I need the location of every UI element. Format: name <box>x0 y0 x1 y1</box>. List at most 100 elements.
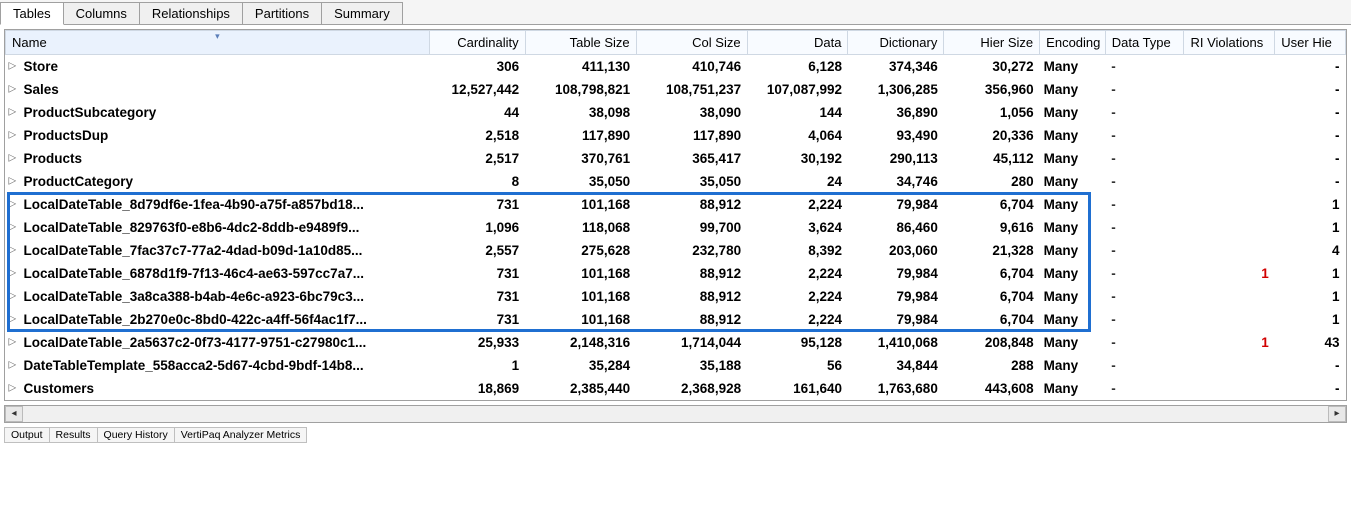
cardinality-cell: 1 <box>429 354 525 377</box>
bottom-tab-vertipaq-analyzer-metrics[interactable]: VertiPaq Analyzer Metrics <box>174 427 308 443</box>
expander-icon[interactable]: ▷ <box>9 176 17 187</box>
table-row[interactable]: ▷ProductCategory835,05035,0502434,746280… <box>6 170 1346 193</box>
column-header-user-hie[interactable]: User Hie <box>1275 31 1346 55</box>
expander-icon[interactable]: ▷ <box>9 383 17 394</box>
expander-icon[interactable]: ▷ <box>9 107 17 118</box>
ri-cell <box>1184 239 1275 262</box>
datatype-cell: - <box>1105 331 1184 354</box>
tab-tables[interactable]: Tables <box>0 2 64 25</box>
expander-icon[interactable]: ▷ <box>9 84 17 95</box>
datatype-cell: - <box>1105 193 1184 216</box>
row-name-cell: ▷LocalDateTable_7fac37c7-77a2-4dad-b09d-… <box>6 239 430 262</box>
encoding-cell: Many <box>1040 331 1106 354</box>
dictionary-cell: 93,490 <box>848 124 944 147</box>
horizontal-scrollbar[interactable]: ◂ ▸ <box>4 405 1347 423</box>
table-row[interactable]: ▷ProductsDup2,518117,890117,8904,06493,4… <box>6 124 1346 147</box>
expander-icon[interactable]: ▷ <box>9 337 17 348</box>
column-header-col-size[interactable]: Col Size <box>636 31 747 55</box>
top-tabs: TablesColumnsRelationshipsPartitionsSumm… <box>0 0 1351 25</box>
tab-partitions[interactable]: Partitions <box>242 2 322 24</box>
table_size-cell: 411,130 <box>525 55 636 78</box>
hier_size-cell: 6,704 <box>944 308 1040 331</box>
userhie-cell: - <box>1275 377 1346 400</box>
col_size-cell: 232,780 <box>636 239 747 262</box>
userhie-cell: - <box>1275 55 1346 78</box>
table-row[interactable]: ▷LocalDateTable_8d79df6e-1fea-4b90-a75f-… <box>6 193 1346 216</box>
table-row[interactable]: ▷ProductSubcategory4438,09838,09014436,8… <box>6 101 1346 124</box>
cardinality-cell: 8 <box>429 170 525 193</box>
expander-icon[interactable]: ▷ <box>9 130 17 141</box>
data-cell: 3,624 <box>747 216 848 239</box>
dictionary-cell: 79,984 <box>848 308 944 331</box>
table-row[interactable]: ▷Store306411,130410,7466,128374,34630,27… <box>6 55 1346 78</box>
col_size-cell: 99,700 <box>636 216 747 239</box>
expander-icon[interactable]: ▷ <box>9 314 17 325</box>
tab-columns[interactable]: Columns <box>63 2 140 24</box>
table-row[interactable]: ▷LocalDateTable_829763f0-e8b6-4dc2-8ddb-… <box>6 216 1346 239</box>
expander-icon[interactable]: ▷ <box>9 360 17 371</box>
table-row[interactable]: ▷DateTableTemplate_558acca2-5d67-4cbd-9b… <box>6 354 1346 377</box>
table_size-cell: 38,098 <box>525 101 636 124</box>
cardinality-cell: 731 <box>429 308 525 331</box>
table-row[interactable]: ▷Customers18,8692,385,4402,368,928161,64… <box>6 377 1346 400</box>
datatype-cell: - <box>1105 354 1184 377</box>
column-header-data-type[interactable]: Data Type <box>1105 31 1184 55</box>
tab-summary[interactable]: Summary <box>321 2 403 24</box>
bottom-tab-output[interactable]: Output <box>4 427 50 443</box>
encoding-cell: Many <box>1040 354 1106 377</box>
cardinality-cell: 2,557 <box>429 239 525 262</box>
expander-icon[interactable]: ▷ <box>9 222 17 233</box>
col_size-cell: 117,890 <box>636 124 747 147</box>
bottom-tabs: OutputResultsQuery HistoryVertiPaq Analy… <box>0 427 1351 445</box>
expander-icon[interactable]: ▷ <box>9 245 17 256</box>
cardinality-cell: 2,517 <box>429 147 525 170</box>
expander-icon[interactable]: ▷ <box>9 153 17 164</box>
datatype-cell: - <box>1105 101 1184 124</box>
col_size-cell: 35,050 <box>636 170 747 193</box>
data-cell: 2,224 <box>747 308 848 331</box>
table-row[interactable]: ▷LocalDateTable_2b270e0c-8bd0-422c-a4ff-… <box>6 308 1346 331</box>
cardinality-cell: 731 <box>429 285 525 308</box>
bottom-tab-query-history[interactable]: Query History <box>97 427 175 443</box>
ri-cell <box>1184 170 1275 193</box>
col_size-cell: 410,746 <box>636 55 747 78</box>
hier_size-cell: 443,608 <box>944 377 1040 400</box>
scroll-right-button[interactable]: ▸ <box>1328 406 1346 422</box>
table-row[interactable]: ▷Products2,517370,761365,41730,192290,11… <box>6 147 1346 170</box>
scroll-left-button[interactable]: ◂ <box>5 406 23 422</box>
table-row[interactable]: ▷Sales12,527,442108,798,821108,751,23710… <box>6 78 1346 101</box>
encoding-cell: Many <box>1040 216 1106 239</box>
column-header-cardinality[interactable]: Cardinality <box>429 31 525 55</box>
table_size-cell: 101,168 <box>525 262 636 285</box>
table-row[interactable]: ▷LocalDateTable_7fac37c7-77a2-4dad-b09d-… <box>6 239 1346 262</box>
column-header-data[interactable]: Data <box>747 31 848 55</box>
tab-relationships[interactable]: Relationships <box>139 2 243 24</box>
expander-icon[interactable]: ▷ <box>9 199 17 210</box>
dictionary-cell: 374,346 <box>848 55 944 78</box>
column-header-hier-size[interactable]: Hier Size <box>944 31 1040 55</box>
hier_size-cell: 288 <box>944 354 1040 377</box>
expander-icon[interactable]: ▷ <box>9 268 17 279</box>
datatype-cell: - <box>1105 308 1184 331</box>
table_size-cell: 118,068 <box>525 216 636 239</box>
userhie-cell: 1 <box>1275 193 1346 216</box>
expander-icon[interactable]: ▷ <box>9 291 17 302</box>
scroll-track[interactable] <box>23 406 1328 422</box>
dictionary-cell: 1,306,285 <box>848 78 944 101</box>
userhie-cell: - <box>1275 124 1346 147</box>
table-row[interactable]: ▷LocalDateTable_6878d1f9-7f13-46c4-ae63-… <box>6 262 1346 285</box>
column-header-name[interactable]: ▾Name <box>6 31 430 55</box>
column-header-ri-violations[interactable]: RI Violations <box>1184 31 1275 55</box>
column-header-dictionary[interactable]: Dictionary <box>848 31 944 55</box>
expander-icon[interactable]: ▷ <box>9 61 17 72</box>
row-name-cell: ▷ProductSubcategory <box>6 101 430 124</box>
row-name-cell: ▷Products <box>6 147 430 170</box>
table-row[interactable]: ▷LocalDateTable_3a8ca388-b4ab-4e6c-a923-… <box>6 285 1346 308</box>
row-name-cell: ▷LocalDateTable_2a5637c2-0f73-4177-9751-… <box>6 331 430 354</box>
bottom-tab-results[interactable]: Results <box>49 427 98 443</box>
column-header-encoding[interactable]: Encoding <box>1040 31 1106 55</box>
table-row[interactable]: ▷LocalDateTable_2a5637c2-0f73-4177-9751-… <box>6 331 1346 354</box>
data-cell: 4,064 <box>747 124 848 147</box>
column-header-table-size[interactable]: Table Size <box>525 31 636 55</box>
encoding-cell: Many <box>1040 285 1106 308</box>
